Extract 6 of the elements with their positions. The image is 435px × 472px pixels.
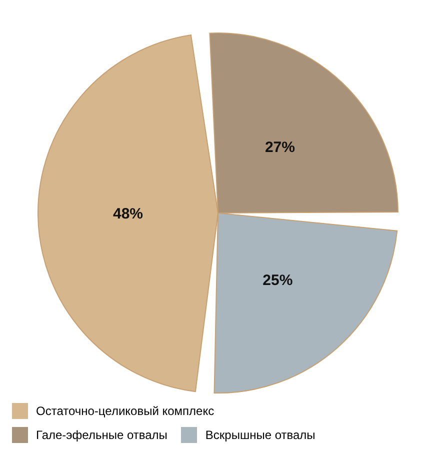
legend-label: Вскрышные отвалы xyxy=(205,428,316,442)
data-label: 25% xyxy=(262,272,293,289)
data-label: 48% xyxy=(112,206,144,223)
legend-label: Остаточно-целиковый комплекс xyxy=(36,404,214,418)
data-label: 27% xyxy=(264,139,295,156)
legend-label: Гале-эфельные отвалы xyxy=(36,428,168,442)
